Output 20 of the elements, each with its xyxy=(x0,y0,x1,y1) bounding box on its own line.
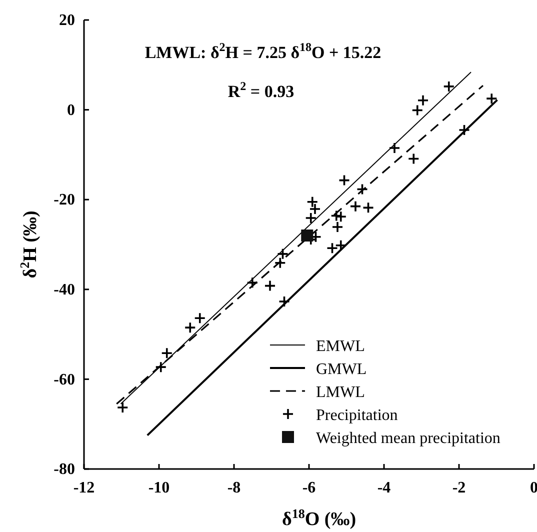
y-tick-label: -40 xyxy=(54,282,75,299)
y-tick-label: -80 xyxy=(54,461,75,478)
x-axis-title: δ$^{18}$O (‰) xyxy=(282,506,356,530)
annotation: LMWL: δ$^{2}$H = 7.25 δ$^{18}$O + 15.22 xyxy=(144,40,382,62)
y-tick-label: 20 xyxy=(59,12,75,30)
x-tick-label: -4 xyxy=(377,479,391,496)
y-tick-label: -20 xyxy=(54,192,75,209)
x-tick-label: -12 xyxy=(73,479,95,496)
legend-label: Precipitation xyxy=(316,407,398,424)
annotation: R$^{2}$ = 0.93 xyxy=(228,79,294,101)
legend-label: GMWL xyxy=(316,361,367,378)
x-tick-label: -8 xyxy=(227,479,241,496)
x-tick-label: -10 xyxy=(148,479,170,496)
x-tick-label: -6 xyxy=(302,479,316,496)
x-tick-label: -2 xyxy=(452,479,466,496)
legend-label: Weighted mean precipitation xyxy=(316,430,500,447)
y-tick-label: 0 xyxy=(67,102,75,119)
legend-label: EMWL xyxy=(316,338,365,355)
legend-label: LMWL xyxy=(316,384,365,401)
y-tick-label: -60 xyxy=(54,371,75,388)
